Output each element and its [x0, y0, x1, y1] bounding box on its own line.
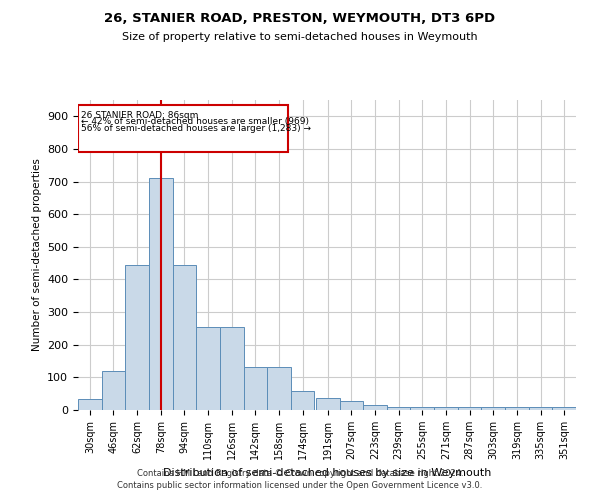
- Bar: [505, 408, 529, 410]
- Text: Contains HM Land Registry data © Crown copyright and database right 2024.: Contains HM Land Registry data © Crown c…: [137, 468, 463, 477]
- Text: 56% of semi-detached houses are larger (1,283) →: 56% of semi-detached houses are larger (…: [81, 124, 311, 133]
- Bar: [410, 408, 434, 410]
- Bar: [458, 408, 481, 410]
- Text: ← 42% of semi-detached houses are smaller (969): ← 42% of semi-detached houses are smalle…: [81, 118, 309, 126]
- Bar: [101, 372, 125, 410]
- Text: Contains public sector information licensed under the Open Government Licence v3: Contains public sector information licen…: [118, 481, 482, 490]
- Bar: [387, 408, 410, 410]
- Text: Size of property relative to semi-detached houses in Weymouth: Size of property relative to semi-detach…: [122, 32, 478, 42]
- Bar: [78, 399, 101, 410]
- Bar: [529, 408, 553, 410]
- Bar: [196, 328, 220, 410]
- Y-axis label: Number of semi-detached properties: Number of semi-detached properties: [32, 158, 41, 352]
- Bar: [481, 408, 505, 410]
- Bar: [316, 398, 340, 410]
- Bar: [78, 105, 288, 152]
- X-axis label: Distribution of semi-detached houses by size in Weymouth: Distribution of semi-detached houses by …: [163, 468, 491, 477]
- Bar: [363, 405, 387, 410]
- Text: 26 STANIER ROAD: 86sqm: 26 STANIER ROAD: 86sqm: [81, 111, 199, 120]
- Bar: [125, 265, 149, 410]
- Bar: [340, 401, 363, 410]
- Bar: [291, 391, 314, 410]
- Bar: [220, 328, 244, 410]
- Bar: [244, 366, 267, 410]
- Bar: [173, 265, 196, 410]
- Bar: [267, 366, 291, 410]
- Bar: [434, 408, 458, 410]
- Bar: [553, 408, 576, 410]
- Text: 26, STANIER ROAD, PRESTON, WEYMOUTH, DT3 6PD: 26, STANIER ROAD, PRESTON, WEYMOUTH, DT3…: [104, 12, 496, 26]
- Bar: [149, 178, 173, 410]
